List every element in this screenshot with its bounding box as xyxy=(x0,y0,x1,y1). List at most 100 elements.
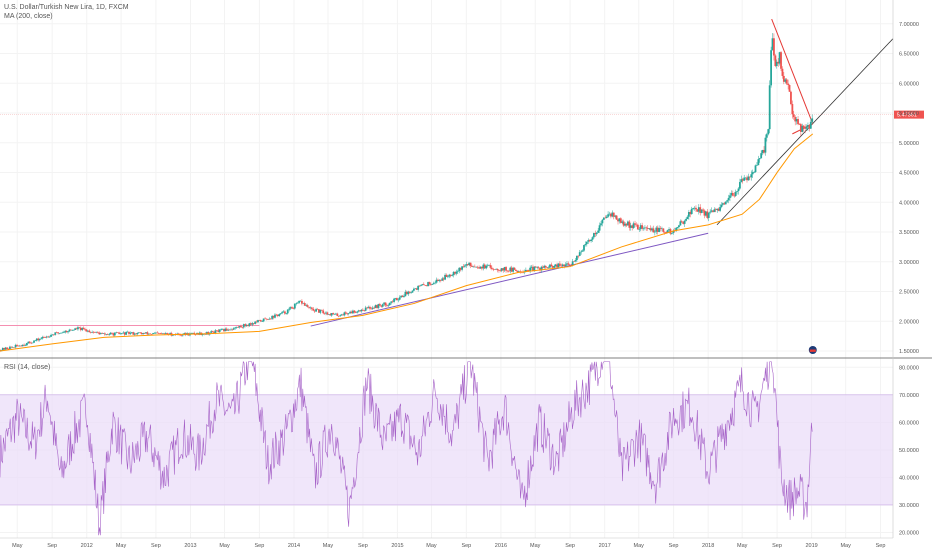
candle-body xyxy=(315,309,317,312)
candle-body xyxy=(670,232,673,234)
candle-body xyxy=(44,337,47,338)
candle-body xyxy=(103,333,106,335)
candle-body xyxy=(737,188,740,192)
candle-body xyxy=(564,264,567,266)
candle-body xyxy=(717,208,720,211)
candle-body xyxy=(510,267,513,272)
candle-body xyxy=(747,176,750,181)
candle-body xyxy=(102,333,105,335)
candle-body xyxy=(495,269,498,270)
candle-body xyxy=(376,305,378,308)
candle-body xyxy=(486,265,489,267)
candle-body xyxy=(85,329,88,332)
candle-body xyxy=(159,333,162,334)
candle-body xyxy=(282,311,285,313)
candle-body xyxy=(680,221,683,222)
rsi-legend[interactable]: RSI (14, close) xyxy=(4,364,51,371)
candle-body xyxy=(597,230,600,233)
candle-body xyxy=(492,268,495,270)
candle-body xyxy=(682,221,685,224)
candle-body xyxy=(255,321,258,323)
candle-body xyxy=(393,298,395,302)
candle-body xyxy=(251,323,254,325)
candle-body xyxy=(288,308,291,310)
candle-body xyxy=(686,216,689,220)
candle-body xyxy=(77,327,79,330)
candle-body xyxy=(619,218,622,223)
candle-body xyxy=(118,332,120,334)
price-tick-label: 3.50000 xyxy=(899,230,919,236)
candle-body xyxy=(639,225,642,230)
x-tick-label: 2014 xyxy=(288,543,300,549)
candle-body xyxy=(703,210,706,216)
ma-legend[interactable]: MA (200, close) xyxy=(4,13,53,20)
x-tick-label: May xyxy=(737,543,748,549)
candle-body xyxy=(524,269,527,272)
symbol-title[interactable]: U.S. Dollar/Turkish New Lira, 1D, FXCM xyxy=(4,4,129,11)
candle-body xyxy=(543,265,546,268)
candle-body xyxy=(437,279,439,281)
candle-body xyxy=(361,309,364,311)
candle-body xyxy=(367,306,370,308)
candle-body xyxy=(723,203,726,205)
candle-body xyxy=(247,325,249,326)
candle-body xyxy=(430,284,432,285)
candle-body xyxy=(72,329,75,331)
candle-body xyxy=(719,207,721,211)
candle-body xyxy=(627,221,629,226)
candle-body xyxy=(655,227,658,232)
candle-body xyxy=(628,221,631,228)
candle-body xyxy=(264,318,266,320)
candle-body xyxy=(329,314,332,316)
candle-body xyxy=(516,271,519,272)
candle-body xyxy=(442,278,445,280)
candle-body xyxy=(704,211,707,216)
candle-body xyxy=(659,227,662,229)
candle-body xyxy=(397,299,400,301)
price-tick-label: 2.00000 xyxy=(899,319,919,325)
price-tick-label: 5.50000 xyxy=(899,111,919,117)
candle-body xyxy=(588,240,591,242)
candle-body xyxy=(530,266,533,268)
candle-body xyxy=(566,263,568,265)
rsi-tick-label: 40.0000 xyxy=(899,475,919,481)
candle-body xyxy=(781,68,784,76)
candle-body xyxy=(407,291,410,295)
candle-body xyxy=(622,221,625,226)
candle-body xyxy=(13,347,16,348)
candle-body xyxy=(471,265,473,267)
candle-body xyxy=(51,334,54,336)
candle-body xyxy=(448,274,451,277)
candle-body xyxy=(567,263,570,265)
candle-body xyxy=(517,271,520,272)
candle-body xyxy=(356,311,359,313)
candle-body xyxy=(31,342,34,344)
candle-body xyxy=(540,266,543,271)
candle-body xyxy=(395,298,398,301)
candle-body xyxy=(700,209,703,213)
candle-body xyxy=(631,225,634,229)
candle-body xyxy=(298,301,300,303)
candle-body xyxy=(350,311,353,314)
x-tick-label: May xyxy=(634,543,645,549)
candle-body xyxy=(26,343,28,346)
candle-body xyxy=(763,149,765,153)
candle-body xyxy=(499,270,502,272)
candle-body xyxy=(248,323,251,326)
candles xyxy=(0,33,814,353)
candle-body xyxy=(126,331,129,333)
candle-body xyxy=(116,332,119,334)
candle-body xyxy=(666,230,669,234)
candle-body xyxy=(692,208,695,209)
candle-body xyxy=(146,332,149,335)
candle-body xyxy=(269,318,272,320)
candle-body xyxy=(614,215,617,217)
candle-body xyxy=(420,285,422,286)
candle-body xyxy=(456,271,459,272)
candle-body xyxy=(574,259,577,262)
candle-body xyxy=(754,165,757,172)
candle-body xyxy=(679,221,682,226)
candle-body xyxy=(391,301,394,303)
